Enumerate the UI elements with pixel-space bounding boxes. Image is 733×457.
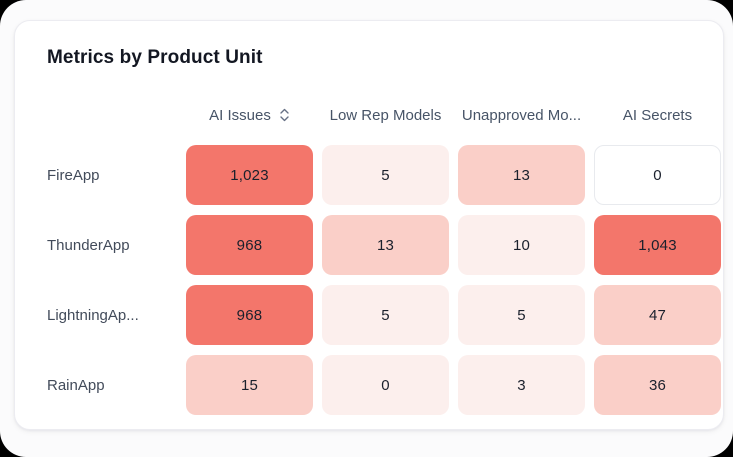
heatmap-cell: 968 (186, 285, 313, 345)
heatmap-cell: 5 (458, 285, 585, 345)
heatmap-cell: 5 (322, 145, 449, 205)
heatmap-cell: 1,023 (186, 145, 313, 205)
heatmap-cell: 5 (322, 285, 449, 345)
column-header-label: AI Issues (209, 106, 271, 124)
sort-icon[interactable] (279, 107, 290, 123)
column-header-ai-issues[interactable]: AI Issues (186, 95, 313, 135)
metrics-heatmap-table: AI Issues Low Rep Models Unapproved Mo..… (33, 95, 723, 415)
heatmap-cell: 10 (458, 215, 585, 275)
heatmap-cell: 13 (322, 215, 449, 275)
column-header-unapproved-models: Unapproved Mo... (461, 106, 582, 124)
heatmap-cell: 0 (322, 355, 449, 415)
row-label-rainapp: RainApp (47, 376, 105, 394)
heatmap-cell: 0 (594, 145, 721, 205)
metrics-by-product-unit-card: Metrics by Product Unit AI Issues Low Re… (14, 20, 724, 430)
row-label-fireapp: FireApp (47, 166, 100, 184)
heatmap-cell: 47 (594, 285, 721, 345)
heatmap-cell: 36 (594, 355, 721, 415)
column-header-ai-secrets: AI Secrets (622, 106, 693, 124)
heatmap-cell: 1,043 (594, 215, 721, 275)
row-label-lightningapp: LightningAp... (47, 306, 139, 324)
heatmap-cell: 968 (186, 215, 313, 275)
heatmap-cell: 13 (458, 145, 585, 205)
card-title: Metrics by Product Unit (47, 47, 263, 68)
column-header-low-rep-models: Low Rep Models (329, 106, 442, 124)
heatmap-cell: 3 (458, 355, 585, 415)
row-label-thunderapp: ThunderApp (47, 236, 130, 254)
heatmap-cell: 15 (186, 355, 313, 415)
